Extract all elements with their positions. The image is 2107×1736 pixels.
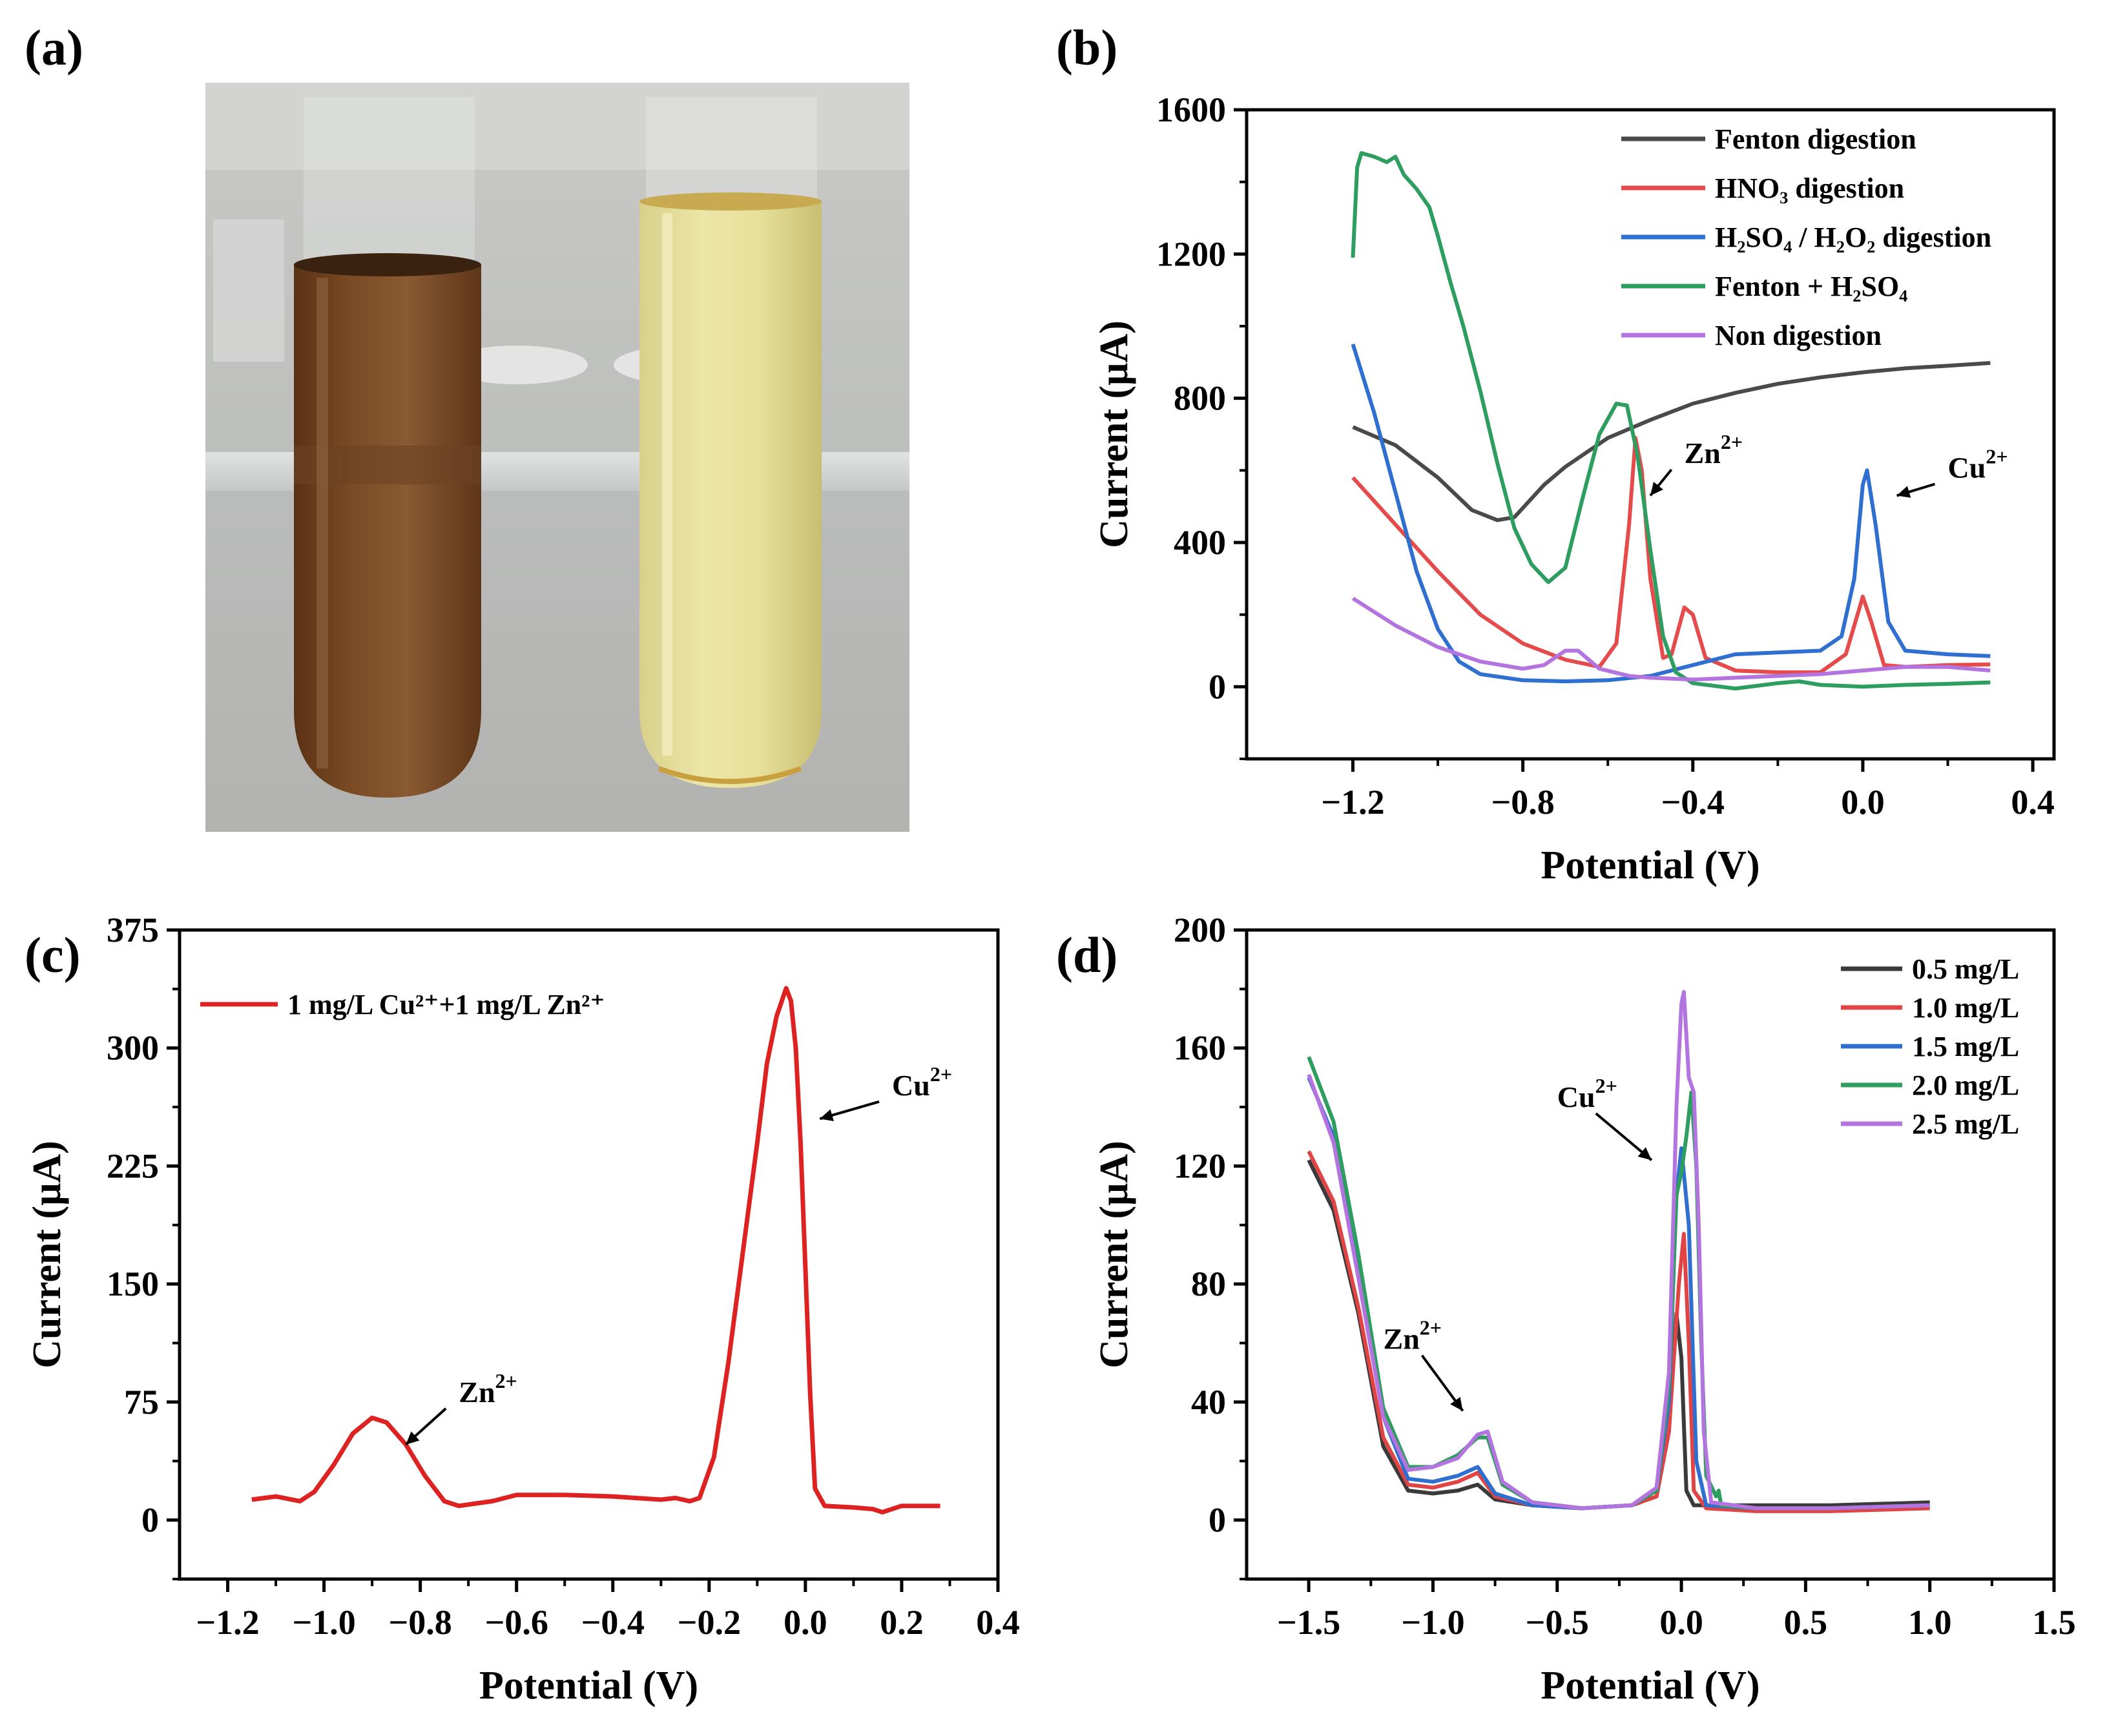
y-tick-label-b: 800 (1174, 379, 1226, 418)
y-tick-label-b: 1600 (1156, 90, 1226, 129)
y-tick-label-d: 40 (1191, 1383, 1226, 1421)
x-tick-label-c: −0.6 (485, 1603, 548, 1642)
y-axis-title-d: Current (μA) (1092, 1141, 1136, 1369)
legend-label-b-2: H₂SO₄ / H₂O₂ digestion (1715, 222, 1991, 253)
annotation-arrowhead-b-1 (1896, 486, 1911, 498)
x-tick-label-d: 0.0 (1659, 1603, 1703, 1642)
x-tick-label-d: 1.5 (2032, 1603, 2076, 1642)
chart-panel-b: −1.2 −0.8 −0.4 0.0 0.4 0 400 800 1200 1600 Potenti… (1092, 90, 2056, 887)
y-tick-label-d: 120 (1174, 1146, 1226, 1185)
y-tick-label-c: 0 (141, 1501, 159, 1540)
y-tick-label-b: 1200 (1156, 234, 1226, 273)
plot-frame-d (1245, 928, 2056, 1581)
brown-sample-tube (294, 97, 481, 798)
series-line-c-0 (251, 986, 940, 1514)
annotation-b-1: Cu2+ (1948, 445, 2008, 484)
legend-label-c-0: 1 mg/L Cu²⁺+1 mg/L Zn²⁺ (287, 989, 605, 1020)
y-tick-label-c: 225 (107, 1146, 159, 1185)
annotation-d-1: Cu2+ (1557, 1074, 1617, 1113)
x-tick-label-c: −1.2 (196, 1603, 259, 1642)
y-axis-title-c: Current (μA) (25, 1141, 69, 1369)
x-tick-label-c: 0.0 (784, 1603, 827, 1642)
x-tick-label-b: 0.4 (2011, 783, 2055, 822)
legend-label-b-3: Fenton + H₂SO₄ (1715, 271, 1907, 302)
annotation-arrowhead-d-0 (1450, 1396, 1463, 1411)
y-tick-label-d: 160 (1174, 1029, 1226, 1068)
panel-label-a: (a) (25, 19, 83, 76)
annotation-arrowhead-d-1 (1637, 1147, 1652, 1161)
x-tick-label-c: 0.4 (976, 1603, 1020, 1642)
legend-label-b-4: Non digestion (1715, 320, 1882, 351)
series-line-d-3 (1307, 1056, 1930, 1511)
x-tick-label-c: −0.2 (678, 1603, 741, 1642)
x-tick-label-c: −1.0 (292, 1603, 355, 1642)
x-tick-label-d: 0.5 (1784, 1603, 1828, 1642)
y-tick-label-d: 0 (1209, 1501, 1226, 1540)
plot-frame-b (1245, 108, 2056, 761)
x-tick-label-b: −1.2 (1321, 783, 1384, 822)
legend-label-d-3: 2.0 mg/L (1912, 1070, 2019, 1101)
x-tick-label-d: −0.5 (1526, 1603, 1589, 1642)
series-line-b-0 (1352, 361, 1991, 522)
series-line-b-2 (1351, 344, 1991, 683)
photo-panel-a (205, 83, 909, 832)
y-tick-label-c: 75 (124, 1383, 159, 1421)
legend-label-b-1: HNO₃ digestion (1715, 172, 1904, 204)
x-axis-title-d: Potential (V) (1541, 1664, 1759, 1708)
series-line-d-4 (1307, 989, 1930, 1511)
annotation-b-0: Zn2+ (1685, 430, 1743, 470)
series-line-d-2 (1307, 1077, 1930, 1511)
y-tick-label-c: 300 (107, 1029, 159, 1068)
legend-label-d-4: 2.5 mg/L (1912, 1108, 2019, 1140)
x-tick-label-c: 0.2 (880, 1603, 924, 1642)
x-tick-label-b: −0.8 (1491, 783, 1554, 822)
series-line-b-3 (1351, 151, 1991, 691)
series-line-b-4 (1351, 596, 1991, 682)
chart-panel-c: −1.2 −1.0 −0.8 −0.6 −0.4 −0.2 0.0 0.2 0.4 0 75 150 2… (25, 911, 1020, 1708)
chart-panel-d: −1.5 −1.0 −0.5 0.0 0.5 1.0 1.5 0 40 80 120 160 200 Po… (1092, 911, 2076, 1708)
legend-label-d-2: 1.5 mg/L (1912, 1031, 2019, 1062)
x-tick-label-d: −1.5 (1277, 1603, 1340, 1642)
annotation-c-1: Cu2+ (892, 1062, 952, 1102)
x-axis-title-b: Potential (V) (1541, 843, 1759, 887)
annotation-arrowhead-b-0 (1650, 482, 1663, 496)
x-axis-title-c: Potential (V) (479, 1664, 698, 1708)
annotation-arrowhead-c-1 (820, 1109, 834, 1122)
legend-label-d-0: 0.5 mg/L (1912, 953, 2019, 985)
panel-label-b: (b) (1056, 19, 1117, 76)
y-tick-label-d: 200 (1174, 911, 1226, 949)
legend-label-d-1: 1.0 mg/L (1912, 992, 2019, 1024)
y-tick-label-b: 400 (1174, 523, 1226, 562)
plot-frame-c (178, 928, 1000, 1581)
y-tick-label-d: 80 (1191, 1265, 1226, 1303)
panel-label-d: (d) (1056, 927, 1117, 983)
y-tick-label-c: 150 (107, 1265, 159, 1303)
x-tick-label-d: −1.0 (1401, 1603, 1464, 1642)
x-tick-label-c: −0.4 (581, 1603, 645, 1642)
y-axis-title-b: Current (μA) (1092, 320, 1136, 548)
y-tick-label-c: 375 (107, 911, 159, 949)
yellow-sample-tube (639, 97, 822, 788)
paper-label (213, 220, 284, 362)
x-tick-label-b: 0.0 (1841, 783, 1885, 822)
x-tick-label-c: −0.8 (389, 1603, 452, 1642)
panel-label-c: (c) (25, 927, 81, 983)
annotation-c-0: Zn2+ (459, 1369, 517, 1409)
legend-label-b-0: Fenton digestion (1715, 123, 1916, 155)
annotation-d-0: Zn2+ (1384, 1316, 1442, 1356)
y-tick-label-b: 0 (1209, 667, 1226, 706)
x-tick-label-d: 1.0 (1908, 1603, 1952, 1642)
annotation-arrowhead-c-0 (406, 1431, 420, 1445)
series-line-b-1 (1351, 436, 1991, 674)
x-tick-label-b: −0.4 (1661, 783, 1725, 822)
